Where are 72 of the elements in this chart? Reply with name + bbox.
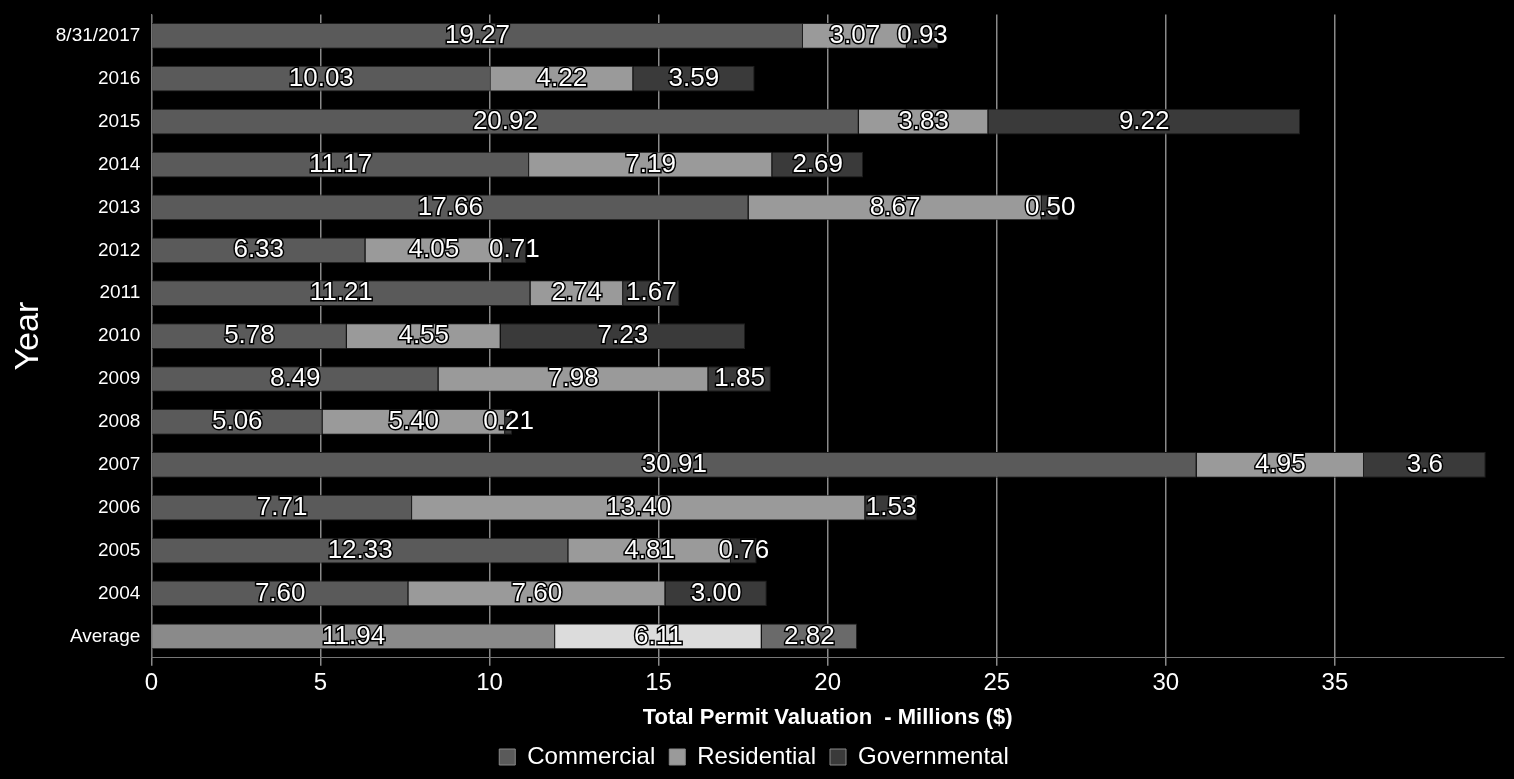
x-tick-label: 20 xyxy=(814,667,842,695)
data-label: 2.82 xyxy=(784,619,835,650)
x-axis-title: Total Permit Valuation - Millions ($) xyxy=(642,703,1013,729)
data-label: 0.50 xyxy=(1024,190,1076,221)
data-label: 20.92 xyxy=(472,104,538,135)
data-label: 3.83 xyxy=(898,104,949,135)
data-label: 6.11 xyxy=(634,619,683,650)
data-label: 4.95 xyxy=(1255,447,1306,478)
data-label: 3.07 xyxy=(829,19,881,50)
y-tick-label: 2006 xyxy=(98,495,141,517)
y-tick-label: 2004 xyxy=(98,581,141,603)
data-label: 5.78 xyxy=(224,319,275,350)
y-tick-label: 8/31/2017 xyxy=(55,24,141,46)
y-tick-label: 2014 xyxy=(98,152,141,174)
y-tick-label: 2010 xyxy=(98,324,141,346)
data-label: 17.66 xyxy=(417,190,483,221)
y-tick-label: 2013 xyxy=(98,195,141,217)
data-label: 7.71 xyxy=(256,490,308,521)
data-label: 5.40 xyxy=(388,405,440,436)
data-label: 8.49 xyxy=(269,362,321,393)
data-label: 3.00 xyxy=(690,576,742,607)
y-tick-label: 2005 xyxy=(98,538,141,560)
x-tick-label: 30 xyxy=(1152,667,1180,695)
data-label: 8.67 xyxy=(869,190,921,221)
data-label: 3.6 xyxy=(1406,447,1443,478)
data-label: 7.98 xyxy=(548,362,599,393)
y-tick-label: 2016 xyxy=(98,66,141,88)
data-label: 7.19 xyxy=(625,147,676,178)
y-tick-label: 2011 xyxy=(99,281,141,303)
data-label: 0.71 xyxy=(489,233,540,264)
data-label: 1.85 xyxy=(714,362,765,393)
x-tick-label: 0 xyxy=(144,667,159,695)
data-label: 4.22 xyxy=(536,61,588,92)
data-label: 12.33 xyxy=(327,533,393,564)
data-label: 2.74 xyxy=(551,276,603,307)
legend-label: Commercial xyxy=(527,741,656,769)
data-label: 19.27 xyxy=(444,19,511,50)
data-label: 6.33 xyxy=(233,233,285,264)
y-tick-label: 2007 xyxy=(98,453,141,475)
data-label: 11.17 xyxy=(309,147,373,178)
data-label: 11.21 xyxy=(309,276,373,307)
y-tick-label: Average xyxy=(69,624,141,646)
data-label: 7.60 xyxy=(511,576,563,607)
data-label: 7.23 xyxy=(597,319,649,350)
data-label: 9.22 xyxy=(1118,104,1170,135)
legend-label: Governmental xyxy=(858,741,1009,769)
data-label: 7.60 xyxy=(254,576,306,607)
data-label: 4.55 xyxy=(398,319,450,350)
data-label: 5.06 xyxy=(211,405,263,436)
data-label: 0.21 xyxy=(483,405,534,436)
data-label: 1.67 xyxy=(626,276,677,307)
y-axis-title: Year xyxy=(6,301,45,371)
x-tick-label: 10 xyxy=(476,667,503,695)
data-label: 10.03 xyxy=(288,61,354,92)
y-tick-label: 2008 xyxy=(98,410,141,432)
legend-label: Residential xyxy=(697,741,817,769)
data-label: 4.81 xyxy=(624,533,675,564)
x-tick-label: 15 xyxy=(645,667,672,695)
x-tick-label: 35 xyxy=(1321,667,1349,695)
y-tick-label: 2009 xyxy=(98,367,141,389)
data-label: 2.69 xyxy=(792,147,843,178)
data-label: 4.05 xyxy=(408,233,460,264)
data-label: 13.40 xyxy=(606,490,672,521)
y-tick-label: 2012 xyxy=(98,238,141,260)
data-label: 30.91 xyxy=(641,447,707,478)
data-label: 1.53 xyxy=(865,490,917,521)
data-label: 0.76 xyxy=(718,533,770,564)
y-tick-label: 2015 xyxy=(98,109,141,131)
x-tick-label: 25 xyxy=(983,667,1011,695)
data-label: 0.93 xyxy=(897,19,948,50)
x-tick-label: 5 xyxy=(313,667,328,695)
data-label: 3.59 xyxy=(668,61,720,92)
